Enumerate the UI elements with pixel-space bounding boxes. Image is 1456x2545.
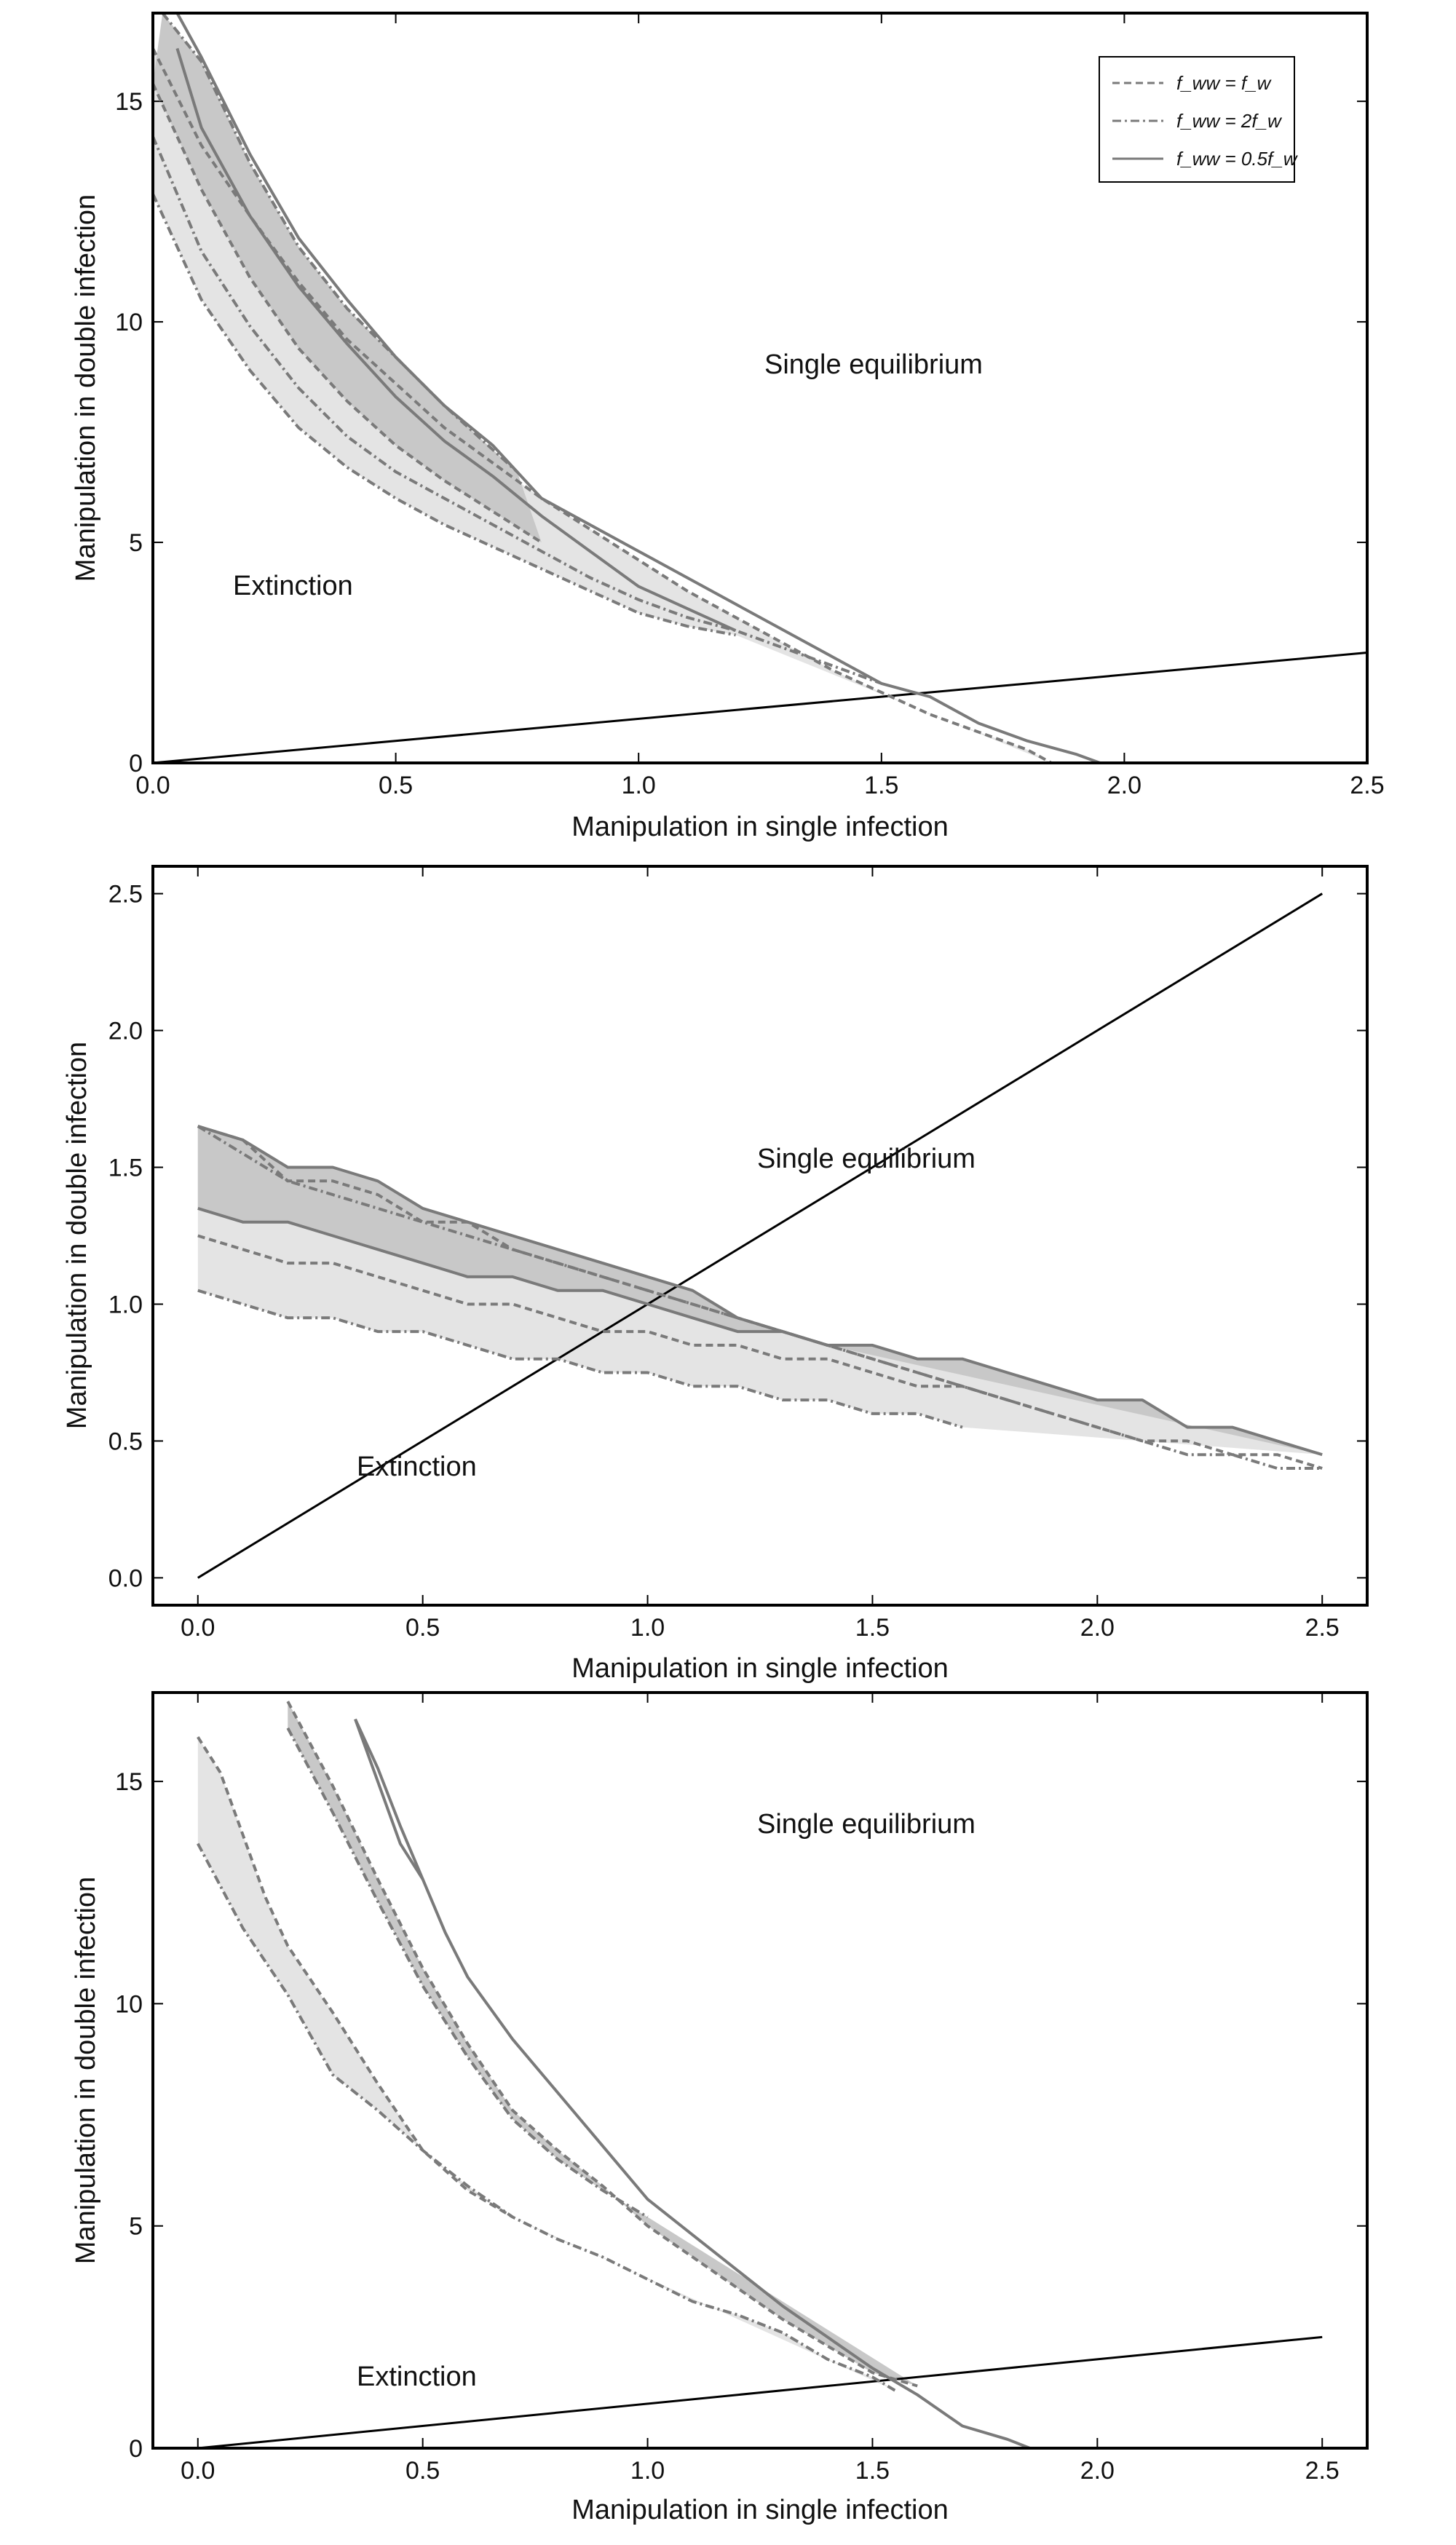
x-tick-label: 1.5 bbox=[864, 772, 898, 799]
band-2 bbox=[153, 13, 542, 543]
panel-1-ylabel: Manipulation in double infection bbox=[71, 194, 101, 582]
panel-3-ylabel: Manipulation in double infection bbox=[71, 1877, 101, 2264]
y-tick-label: 2.0 bbox=[108, 1018, 143, 1045]
series-line-dashed bbox=[286, 1701, 918, 2388]
panel-3: 0.0 0.5 1.0 1.5 2.0 2.5 0 5 10 15 Manipulation in… bbox=[71, 1691, 1369, 2525]
panel-3-region-single: Single equilibrium bbox=[757, 1809, 976, 1840]
panel-2-diagonal bbox=[197, 892, 1324, 1579]
panel-3-region-extinction: Extinction bbox=[357, 2362, 477, 2392]
diagonal-line bbox=[152, 652, 1368, 764]
series-line-dashed bbox=[151, 83, 542, 544]
series-line-dashdot bbox=[197, 1289, 963, 1429]
legend: f_ww = f_w f_ww = 2f_w f_ww = 0.5f_w bbox=[1099, 56, 1299, 183]
series-line-dashed bbox=[151, 47, 1053, 764]
x-tick-label: 2.0 bbox=[1107, 772, 1142, 799]
panel-2-xlabel: Manipulation in single infection bbox=[571, 1653, 949, 1684]
series-line-dashdot bbox=[161, 12, 518, 473]
x-tick-label: 2.0 bbox=[1080, 1614, 1115, 1642]
y-tick-label: 2.5 bbox=[108, 881, 143, 909]
legend-entry-3: f_ww = 0.5f_w bbox=[1176, 148, 1299, 170]
diagonal-line bbox=[197, 892, 1324, 1579]
series-line-dashdot bbox=[151, 193, 736, 637]
x-tick-label: 0.5 bbox=[405, 2457, 440, 2485]
legend-box bbox=[1099, 56, 1295, 183]
panel-3-series bbox=[197, 1701, 1323, 2450]
x-tick-label: 1.0 bbox=[622, 772, 656, 799]
band-2 bbox=[288, 1701, 918, 2386]
series-line-solid bbox=[354, 1718, 424, 1880]
x-tick-label: 0.0 bbox=[135, 772, 170, 799]
series-line-solid bbox=[354, 1718, 1323, 2450]
panel-1-series bbox=[151, 12, 1101, 764]
series-line-dashed bbox=[197, 1736, 514, 2219]
x-tick-label: 2.5 bbox=[1305, 2457, 1340, 2485]
panel-2-ticks bbox=[153, 866, 1367, 1605]
x-tick-label: 0.0 bbox=[181, 2457, 215, 2485]
panel-2-tick-labels: 0.0 0.5 1.0 1.5 2.0 2.5 0.0 0.5 1.0 1.5 2.0 2.5 bbox=[108, 881, 1340, 1642]
x-tick-label: 2.5 bbox=[1350, 772, 1384, 799]
series-line-solid bbox=[175, 47, 737, 633]
x-tick-label: 2.0 bbox=[1080, 2457, 1115, 2485]
x-tick-label: 1.0 bbox=[630, 2457, 665, 2485]
panel-2-region-single: Single equilibrium bbox=[757, 1144, 976, 1174]
x-tick-label: 1.5 bbox=[855, 2457, 890, 2485]
panel-2-region-extinction: Extinction bbox=[357, 1452, 477, 1482]
series-line-solid bbox=[197, 1206, 828, 1347]
legend-entry-2: f_ww = 2f_w bbox=[1176, 110, 1283, 132]
y-tick-label: 0.5 bbox=[108, 1428, 143, 1455]
series-line-dashdot bbox=[286, 1727, 649, 2219]
series-line-dashdot bbox=[197, 1843, 896, 2392]
panel-1-bands bbox=[153, 13, 1052, 763]
panel-2-frame bbox=[151, 865, 1369, 1607]
panel-1-region-single: Single equilibrium bbox=[764, 349, 983, 380]
x-tick-label: 0.5 bbox=[405, 1614, 440, 1642]
panel-1-tick-labels: 0.0 0.5 1.0 1.5 2.0 2.5 0 5 10 15 bbox=[115, 88, 1384, 799]
y-tick-label: 15 bbox=[115, 1768, 143, 1796]
y-tick-label: 1.0 bbox=[108, 1291, 143, 1318]
y-tick-label: 0 bbox=[129, 2435, 143, 2463]
x-tick-label: 2.5 bbox=[1305, 1614, 1340, 1642]
x-tick-label: 1.5 bbox=[855, 1614, 890, 1642]
panel-3-ticks bbox=[153, 1693, 1367, 2449]
band-1 bbox=[153, 48, 1052, 763]
panel-1-xlabel: Manipulation in single infection bbox=[571, 812, 949, 842]
y-tick-label: 10 bbox=[115, 309, 143, 336]
y-tick-label: 15 bbox=[115, 88, 143, 116]
panel-3-diagonal bbox=[197, 2335, 1323, 2450]
y-tick-label: 0.0 bbox=[108, 1564, 143, 1592]
panel-2-series bbox=[197, 1125, 1323, 1470]
panel-3-frame bbox=[151, 1691, 1369, 2450]
panel-1: 0.0 0.5 1.0 1.5 2.0 2.5 0 5 10 15 Manipulation in… bbox=[71, 12, 1385, 842]
x-tick-label: 1.0 bbox=[630, 1614, 665, 1642]
x-tick-label: 0.0 bbox=[181, 1614, 215, 1642]
legend-entry-1: f_ww = f_w bbox=[1176, 72, 1273, 94]
diagonal-line bbox=[197, 2335, 1323, 2450]
panel-1-diagonal bbox=[152, 652, 1368, 764]
series-line-dashed bbox=[197, 1125, 1323, 1470]
panel-1-frame bbox=[151, 12, 1369, 764]
panel-2: 0.0 0.5 1.0 1.5 2.0 2.5 0.0 0.5 1.0 1.5 2.0 2.5 Man… bbox=[62, 865, 1369, 1684]
y-tick-label: 5 bbox=[129, 2213, 143, 2241]
series-line-dashdot bbox=[151, 135, 882, 685]
panel-1-region-extinction: Extinction bbox=[233, 571, 353, 601]
band-1 bbox=[197, 1737, 895, 2391]
panel-2-ylabel: Manipulation in double infection bbox=[62, 1042, 92, 1429]
series-line-dashdot bbox=[197, 1125, 1323, 1470]
panel-3-xlabel: Manipulation in single infection bbox=[571, 2495, 949, 2525]
panel-3-tick-labels: 0.0 0.5 1.0 1.5 2.0 2.5 0 5 10 15 bbox=[115, 1768, 1340, 2485]
x-tick-label: 0.5 bbox=[379, 772, 413, 799]
y-tick-label: 0 bbox=[129, 750, 143, 777]
y-tick-label: 1.5 bbox=[108, 1155, 143, 1182]
panel-3-bands bbox=[197, 1701, 918, 2391]
y-tick-label: 10 bbox=[115, 1990, 143, 2018]
series-line-solid bbox=[175, 12, 1101, 764]
y-tick-label: 5 bbox=[129, 529, 143, 557]
